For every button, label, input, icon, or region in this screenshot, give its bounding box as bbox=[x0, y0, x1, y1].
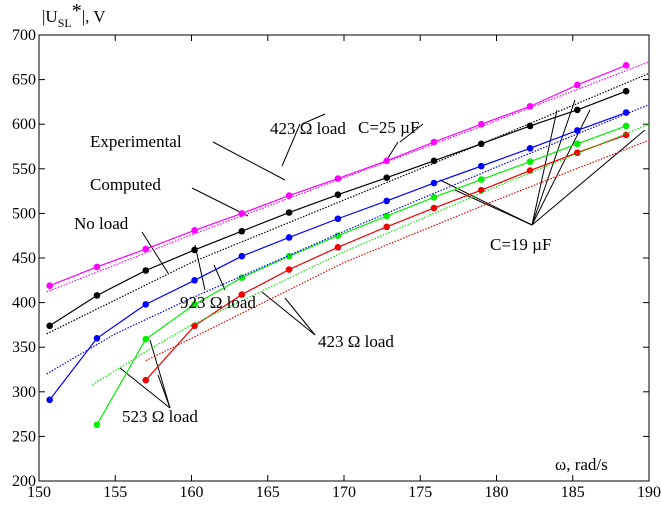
annotation: 423 Ω load bbox=[318, 332, 394, 351]
data-point bbox=[191, 246, 198, 254]
y-tick-label: 500 bbox=[12, 205, 36, 222]
annotation: 523 Ω load bbox=[122, 407, 198, 426]
data-point bbox=[285, 234, 293, 241]
x-tick-label: 165 bbox=[256, 484, 280, 501]
experimental-line bbox=[96, 125, 627, 426]
data-point bbox=[93, 421, 101, 429]
x-tick-label: 160 bbox=[180, 484, 204, 501]
data-point bbox=[142, 267, 150, 274]
data-point bbox=[238, 252, 246, 260]
data-point bbox=[526, 122, 534, 130]
data-point bbox=[574, 106, 581, 114]
data-point bbox=[334, 215, 342, 223]
y-tick-label: 450 bbox=[12, 250, 36, 267]
data-point bbox=[383, 223, 391, 231]
data-point bbox=[238, 210, 246, 217]
data-point bbox=[334, 232, 342, 239]
y-tick-label: 600 bbox=[12, 116, 36, 133]
data-point bbox=[526, 158, 534, 165]
data-point bbox=[622, 62, 630, 69]
computed-line bbox=[92, 123, 650, 386]
data-point bbox=[46, 282, 53, 289]
y-tick-label: 400 bbox=[12, 295, 36, 312]
data-point bbox=[430, 138, 438, 146]
data-point bbox=[526, 167, 534, 174]
data-point bbox=[93, 334, 101, 342]
data-point bbox=[622, 87, 630, 95]
data-point bbox=[191, 227, 198, 234]
data-point bbox=[383, 197, 391, 205]
data-point bbox=[622, 122, 630, 130]
annotation: 923 Ω load bbox=[180, 293, 256, 312]
y-axis-label: |USL*|, V bbox=[42, 0, 106, 30]
data-point bbox=[334, 243, 342, 251]
x-tick-label: 180 bbox=[485, 484, 509, 501]
data-point bbox=[477, 162, 485, 170]
data-point bbox=[574, 81, 581, 89]
data-point bbox=[383, 212, 391, 220]
data-point bbox=[383, 157, 391, 165]
x-tick-label: 185 bbox=[561, 484, 585, 501]
data-point bbox=[477, 186, 485, 194]
data-point bbox=[142, 376, 150, 384]
annotation: 423 Ω load bbox=[270, 119, 346, 138]
annotation: C=19 µF bbox=[490, 235, 551, 254]
computed-line bbox=[46, 61, 650, 293]
data-point bbox=[93, 292, 101, 299]
y-tick-label: 550 bbox=[12, 161, 36, 178]
data-point bbox=[526, 144, 534, 152]
annotation: C=25 µF bbox=[358, 118, 419, 137]
y-tick-label: 250 bbox=[12, 428, 36, 445]
x-tick-label: 150 bbox=[27, 484, 51, 501]
x-tick-label: 170 bbox=[332, 484, 356, 501]
computed-line bbox=[145, 139, 650, 362]
data-point bbox=[477, 120, 485, 128]
x-axis-label: ω, rad/s bbox=[555, 455, 608, 474]
data-point bbox=[93, 263, 101, 271]
data-point bbox=[574, 149, 581, 157]
annotation: Computed bbox=[90, 175, 161, 194]
data-point bbox=[430, 157, 438, 165]
data-point bbox=[334, 191, 342, 198]
data-point bbox=[285, 252, 293, 260]
x-tick-label: 190 bbox=[637, 484, 661, 501]
data-point bbox=[285, 209, 293, 216]
y-tick-label: 350 bbox=[12, 339, 36, 356]
data-point bbox=[191, 277, 198, 284]
leader-lines bbox=[119, 99, 646, 409]
data-point bbox=[430, 194, 438, 201]
x-tick-label: 175 bbox=[408, 484, 432, 501]
y-tick-label: 700 bbox=[12, 27, 36, 44]
data-point bbox=[526, 103, 534, 110]
data-point bbox=[574, 140, 581, 148]
data-point bbox=[191, 301, 198, 308]
data-point bbox=[430, 179, 438, 187]
data-point bbox=[142, 301, 150, 308]
data-point bbox=[238, 291, 246, 298]
data-point bbox=[285, 266, 293, 273]
data-point bbox=[46, 322, 53, 330]
annotation: No load bbox=[74, 214, 129, 233]
data-point bbox=[46, 396, 53, 404]
data-point bbox=[383, 174, 391, 182]
data-point bbox=[477, 176, 485, 183]
computed-line bbox=[46, 104, 650, 375]
data-point bbox=[142, 245, 150, 253]
data-point bbox=[238, 274, 246, 281]
y-tick-label: 200 bbox=[12, 473, 36, 490]
data-point bbox=[142, 335, 150, 343]
data-point bbox=[574, 127, 581, 134]
y-tick-label: 650 bbox=[12, 72, 36, 89]
y-tick-label: 300 bbox=[12, 384, 36, 401]
data-point bbox=[430, 204, 438, 212]
annotation: Experimental bbox=[90, 132, 182, 151]
data-point bbox=[238, 227, 246, 235]
computed-line bbox=[46, 72, 650, 335]
x-tick-label: 155 bbox=[103, 484, 127, 501]
data-point bbox=[191, 322, 198, 330]
